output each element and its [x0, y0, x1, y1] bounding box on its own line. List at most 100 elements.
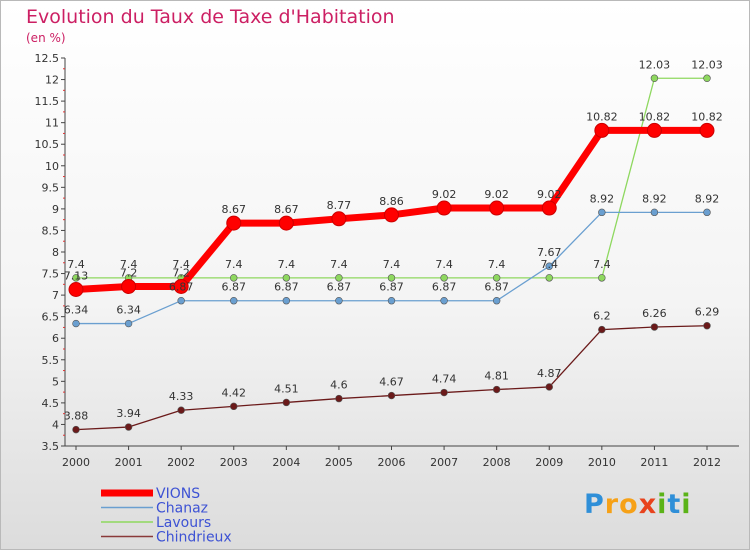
- data-point: [230, 402, 238, 411]
- data-label: 7.4: [383, 258, 401, 271]
- data-point: [282, 297, 291, 305]
- data-label: 7.4: [435, 258, 453, 271]
- logo-letter: t: [667, 489, 682, 520]
- legend-label-lavours: Lavours: [156, 515, 211, 531]
- data-label: 4.51: [274, 382, 299, 395]
- data-label: 7.2: [120, 266, 138, 279]
- data-point: [440, 274, 448, 282]
- y-tick-label: 4: [52, 418, 59, 431]
- data-point: [177, 297, 185, 305]
- data-label: 4.42: [222, 386, 247, 399]
- data-label: 9.02: [432, 188, 457, 201]
- y-tick-label: 6: [52, 332, 59, 345]
- y-tick-label: 7.5: [42, 268, 60, 281]
- chart-title: Evolution du Taux de Taxe d'Habitation: [26, 6, 395, 28]
- y-tick-label: 8: [52, 246, 59, 259]
- data-label: 6.87: [222, 281, 247, 294]
- data-point: [440, 388, 448, 397]
- data-point: [331, 211, 347, 227]
- y-tick-label: 12.5: [35, 52, 60, 65]
- y-tick-label: 4.5: [42, 397, 60, 410]
- data-label: 4.67: [379, 376, 404, 389]
- data-point: [541, 200, 557, 216]
- data-label: 8.92: [642, 192, 667, 205]
- data-label: 8.77: [327, 199, 352, 212]
- data-point: [703, 322, 711, 330]
- chart-axes: 3.5 4 4.5 5 5.5 6 6.5 7 7.5 8 8.5 9 9.5 10 10.5 11 11.5 1…: [35, 52, 739, 469]
- data-label: 3.88: [64, 410, 89, 423]
- data-point: [68, 282, 84, 298]
- series-lavours: [72, 74, 711, 282]
- series-chindrieux: [72, 322, 711, 434]
- data-label: 6.87: [432, 281, 457, 294]
- chart-series: 3.88 3.94 4.33 4.42 4.51 4.6 4.67 4.74 4.81 4.87 6…: [64, 58, 723, 434]
- x-tick-label: 2010: [588, 456, 616, 469]
- data-point: [177, 406, 185, 414]
- data-label: 4.6: [330, 379, 348, 392]
- data-point: [173, 278, 189, 294]
- data-point: [335, 394, 343, 403]
- data-label: 10.82: [586, 110, 618, 123]
- x-tick-label: 2009: [535, 456, 563, 469]
- data-label: 9.02: [537, 188, 562, 201]
- data-label: 4.74: [432, 373, 457, 386]
- data-point: [230, 297, 238, 305]
- chart-subtitle: (en %): [26, 31, 66, 45]
- data-label: 9.02: [484, 188, 509, 201]
- data-label: 4.87: [537, 367, 562, 380]
- data-point: [436, 200, 452, 216]
- data-label: 7.4: [541, 258, 559, 271]
- legend-label-chanaz: Chanaz: [156, 501, 208, 517]
- data-point: [230, 274, 238, 282]
- data-point: [699, 122, 715, 138]
- data-label: 8.92: [695, 192, 720, 205]
- data-point: [72, 274, 80, 282]
- data-point: [384, 207, 399, 223]
- y-tick-label: 7: [52, 289, 59, 302]
- data-label: 7.4: [593, 258, 611, 271]
- data-label: 8.67: [222, 203, 247, 216]
- legend-label-chindrieux: Chindrieux: [156, 530, 232, 546]
- series-chanaz: [72, 208, 711, 328]
- logo-letter: i: [657, 489, 668, 520]
- data-label: 3.94: [116, 407, 141, 420]
- data-label: 7.4: [172, 258, 190, 271]
- data-point: [278, 215, 294, 231]
- data-label: 6.34: [64, 304, 89, 317]
- x-tick-label: 2007: [430, 456, 458, 469]
- data-point: [545, 383, 553, 391]
- data-label: 7.4: [120, 258, 138, 271]
- data-point: [545, 262, 553, 270]
- x-tick-label: 2008: [483, 456, 511, 469]
- data-label: 8.67: [274, 203, 299, 216]
- logo-letter: x: [638, 489, 658, 520]
- logo-letter: P: [584, 489, 605, 520]
- data-label: 6.87: [484, 281, 509, 294]
- data-point: [282, 398, 291, 407]
- data-point: [335, 274, 343, 282]
- data-point: [335, 297, 343, 305]
- data-point: [598, 208, 606, 217]
- data-label: 4.33: [169, 390, 194, 403]
- y-tick-label: 10: [45, 160, 59, 173]
- data-label: 12.03: [639, 58, 671, 71]
- y-tick-label: 3.5: [42, 440, 60, 453]
- data-point: [650, 74, 659, 82]
- x-tick-label: 2011: [640, 456, 668, 469]
- data-point: [121, 278, 137, 294]
- series-line: [76, 77, 707, 279]
- data-point: [440, 297, 448, 305]
- data-label: 6.87: [379, 281, 404, 294]
- data-label: 7.67: [537, 246, 562, 259]
- data-label: 4.81: [484, 370, 509, 383]
- data-label: 7.4: [67, 258, 85, 271]
- data-point: [72, 425, 80, 434]
- data-point: [387, 297, 396, 305]
- data-label: 6.34: [116, 304, 141, 317]
- data-point: [124, 319, 133, 328]
- data-point: [650, 208, 659, 217]
- data-point: [492, 297, 501, 305]
- data-point: [387, 274, 396, 282]
